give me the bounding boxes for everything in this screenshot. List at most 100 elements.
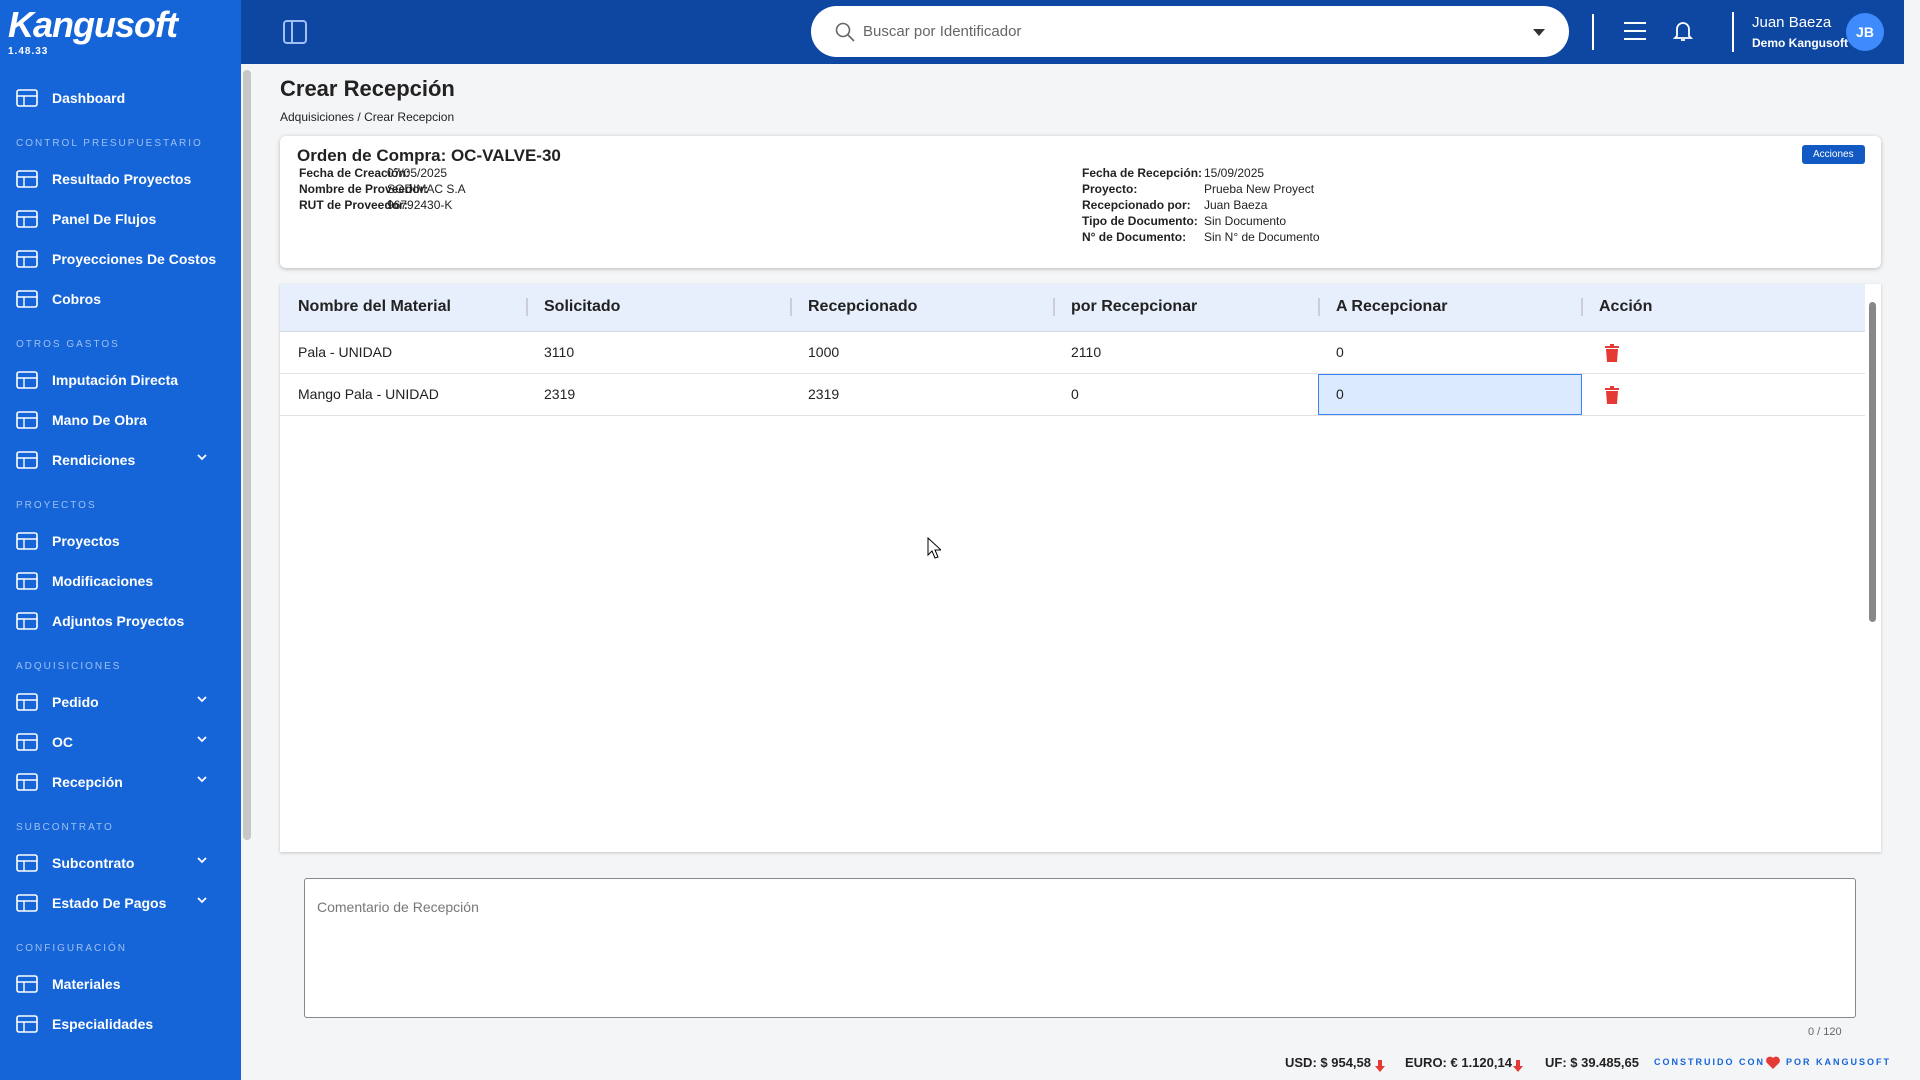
nav-label: Resultado Proyectos	[52, 171, 192, 187]
table-cell: 1000	[808, 344, 840, 360]
nav-item[interactable]: Resultado Proyectos	[0, 159, 241, 199]
breadcrumb: Adquisiciones / Crear Recepcion	[280, 110, 454, 124]
nav-label: Subcontrato	[52, 855, 135, 871]
nav-icon	[16, 693, 38, 711]
column-header: por Recepcionar	[1071, 298, 1198, 315]
toggle-sidebar[interactable]	[283, 20, 307, 44]
table-row: Mango Pala - UNIDAD 2319 2319 0 0	[280, 374, 1865, 416]
nav-item[interactable]: Panel De Flujos	[0, 199, 241, 239]
menu-icon[interactable]	[1624, 21, 1646, 41]
company: Demo Kangusoft	[1752, 36, 1848, 50]
nav-section: SUBCONTRATO	[16, 822, 114, 833]
trend-down	[1513, 1059, 1523, 1077]
column-separator	[1581, 298, 1583, 316]
dropdown-arrow[interactable]	[1533, 29, 1545, 37]
nav-label: Estado De Pagos	[52, 895, 167, 911]
breadcrumb-sep: /	[357, 110, 361, 124]
breadcrumb-link[interactable]: Adquisiciones	[280, 110, 355, 124]
actions-button[interactable]: Acciones	[1802, 145, 1865, 164]
trash-icon	[1605, 386, 1619, 404]
avatar[interactable]: JB	[1846, 13, 1884, 51]
nav-icon	[16, 532, 38, 550]
nav-item[interactable]: Adjuntos Proyectos	[0, 601, 241, 641]
nav-label: Imputación Directa	[52, 372, 179, 388]
materials-table: Nombre del Material Solicitado Recepcionad…	[280, 284, 1881, 852]
nav-label: Modificaciones	[52, 573, 154, 589]
nav-icon	[16, 894, 38, 912]
nav-item[interactable]: Recepción	[0, 762, 241, 802]
order-title: Orden de Compra: OC-VALVE-30	[297, 146, 561, 165]
heart	[1766, 1056, 1780, 1074]
comment-box[interactable]: Comentario de Recepción	[304, 878, 1856, 1018]
table-cell: 3110	[544, 344, 575, 360]
field-value: 15/09/2025	[1204, 166, 1265, 180]
nav-label: Materiales	[52, 976, 121, 992]
nav-item[interactable]: Mano De Obra	[0, 400, 241, 440]
scrollbar[interactable]	[1869, 302, 1876, 622]
sidebar: Kangusoft 1.48.33 Dashboard CONTROL PRESU…	[0, 0, 241, 1080]
search-placeholder: Buscar por Identificador	[863, 23, 1022, 40]
nav-icon	[16, 854, 38, 872]
column-separator	[526, 298, 528, 316]
nav-item[interactable]: Rendiciones	[0, 440, 241, 480]
chevron	[197, 736, 207, 743]
nav-icon	[16, 290, 38, 308]
nav-label: Mano De Obra	[52, 412, 147, 428]
column-header: Acción	[1599, 298, 1653, 315]
nav-label: Panel De Flujos	[52, 211, 157, 227]
nav-label: Adjuntos Proyectos	[52, 613, 185, 629]
delete-button[interactable]	[1605, 386, 1619, 409]
quantity-input[interactable]: 0	[1318, 374, 1582, 415]
breadcrumb-current: Crear Recepcion	[364, 110, 455, 124]
char-counter: 0 / 120	[1808, 1026, 1842, 1038]
nav-item[interactable]: Subcontrato	[0, 843, 241, 883]
field-value: SODIMAC S.A	[387, 182, 466, 196]
quantity-input[interactable]: 0	[1336, 344, 1344, 360]
nav-section: PROYECTOS	[16, 500, 97, 511]
notifications[interactable]	[1673, 19, 1693, 43]
arrow-down	[1513, 1060, 1523, 1072]
nav-item[interactable]: Proyectos	[0, 521, 241, 561]
chevron	[197, 776, 207, 783]
field-value: 96792430-K	[387, 198, 453, 212]
column-separator	[790, 298, 792, 316]
nav-section: ADQUISICIONES	[16, 661, 122, 672]
table-cell: Pala - UNIDAD	[298, 344, 393, 360]
nav-item[interactable]: Estado De Pagos	[0, 883, 241, 923]
page-title: Crear Recepción	[280, 76, 455, 101]
nav-item[interactable]: Imputación Directa	[0, 360, 241, 400]
field-label: Tipo de Documento:	[1082, 214, 1198, 228]
nav-icon	[16, 733, 38, 751]
nav-item[interactable]: Cobros	[0, 279, 241, 319]
nav-label: Especialidades	[52, 1016, 154, 1032]
divider	[1732, 12, 1734, 52]
trend-down	[1375, 1059, 1385, 1077]
nav-item[interactable]: OC	[0, 722, 241, 762]
column-header: A Recepcionar	[1336, 298, 1448, 315]
search[interactable]: Buscar por Identificador	[811, 6, 1569, 57]
scrollbar[interactable]	[243, 70, 251, 840]
nav-item[interactable]: Pedido	[0, 682, 241, 722]
nav-label: OC	[52, 734, 73, 750]
nav-item[interactable]: Modificaciones	[0, 561, 241, 601]
chevron	[197, 696, 207, 703]
nav-item[interactable]: Especialidades	[0, 1004, 241, 1044]
order-card: Orden de Compra: OC-VALVE-30 Acciones Fe…	[280, 136, 1881, 268]
column-header: Solicitado	[544, 298, 621, 315]
nav-icon	[16, 210, 38, 228]
nav-label: Cobros	[52, 291, 101, 307]
nav-item[interactable]: Dashboard	[0, 78, 241, 118]
field-label: Nombre de Proveedor:	[299, 182, 429, 196]
table-cell: 2319	[808, 386, 840, 402]
exchange-rate: UF: $ 39.485,65	[1545, 1055, 1639, 1070]
nav-item[interactable]: Materiales	[0, 964, 241, 1004]
field-label: Fecha de Creación:	[299, 166, 410, 180]
field-label: RUT de Proveedor:	[299, 198, 408, 212]
nav-icon	[16, 1015, 38, 1033]
nav-item[interactable]: Proyecciones De Costos	[0, 239, 241, 279]
delete-button[interactable]	[1605, 344, 1619, 367]
nav-icon	[16, 572, 38, 590]
table-row: Pala - UNIDAD 3110 1000 2110 0	[280, 332, 1865, 374]
field-label: Recepcionado por:	[1082, 198, 1191, 212]
